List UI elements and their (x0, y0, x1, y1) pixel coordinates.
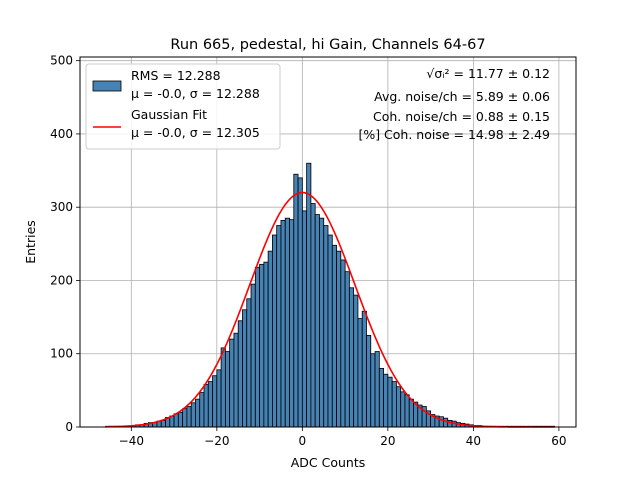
histogram-bar (374, 351, 380, 428)
histogram-bar (280, 219, 286, 428)
histogram-bar (443, 417, 449, 428)
histogram-bar (263, 261, 269, 428)
x-tick-label: 60 (551, 434, 566, 448)
annotations: √σᵢ² = 11.77 ± 0.12 Avg. noise/ch = 5.89… (358, 66, 550, 142)
histogram-bar (438, 416, 444, 428)
x-tick-label: −20 (204, 434, 229, 448)
histogram-bar (378, 367, 384, 428)
histogram-bar (203, 384, 209, 428)
histogram-bar (348, 287, 355, 428)
histogram-bar (310, 203, 316, 428)
x-tick-label: 0 (299, 434, 307, 448)
histogram-bar (267, 250, 273, 428)
histogram-bar (314, 214, 320, 428)
histogram-bar (246, 298, 252, 428)
histogram-bar (319, 217, 325, 428)
histogram-bar (301, 210, 308, 428)
y-tick-label: 0 (65, 420, 73, 434)
histogram-bar (297, 177, 303, 428)
histogram-bar (216, 369, 222, 428)
legend-rms-label: RMS = 12.288 (131, 68, 221, 83)
y-tick-label: 500 (50, 54, 73, 68)
histogram-bar (224, 351, 231, 428)
histogram-bar (233, 332, 239, 428)
y-tick-label: 100 (50, 347, 73, 361)
histogram-bar (387, 376, 393, 428)
y-axis-label: Entries (23, 220, 38, 264)
histogram-bar (336, 250, 342, 428)
axis-ticks: −40 −20 0 20 40 60 0 100 200 300 400 500 (50, 54, 566, 448)
plot-frame (79, 56, 577, 428)
histogram-bar (357, 318, 363, 428)
histogram-bar (173, 413, 179, 428)
histogram-bar (353, 294, 359, 428)
chart-title: Run 665, pedestal, hi Gain, Channels 64-… (170, 37, 485, 53)
histogram-bar (383, 373, 389, 428)
histogram-bar (396, 386, 402, 428)
histogram-bar (186, 406, 192, 428)
annotation-sigma-value: = 11.77 ± 0.12 (450, 66, 550, 81)
histogram-bars (105, 162, 556, 428)
x-tick-label: 20 (380, 434, 395, 448)
histogram-bar (199, 392, 205, 428)
histogram-bar (254, 266, 260, 428)
histogram-bar (306, 162, 312, 428)
histogram-bar (284, 217, 290, 428)
histogram-bar (366, 335, 372, 428)
y-tick-label: 400 (50, 127, 73, 141)
histogram-bar (344, 271, 350, 428)
histogram-bar (242, 309, 248, 428)
histogram-bar (272, 234, 278, 428)
histogram-bar (331, 244, 337, 428)
histogram-bar (190, 402, 196, 428)
histogram-bar (400, 391, 406, 428)
legend-rms-params: μ = -0.0, σ = 12.288 (131, 86, 260, 101)
legend-fit-label: Gaussian Fit (131, 107, 207, 122)
y-tick-label: 200 (50, 273, 73, 287)
histogram-bar (404, 394, 410, 428)
annotation-avg-noise: Avg. noise/ch = 5.89 ± 0.06 (374, 89, 550, 104)
histogram-bar (160, 420, 166, 428)
histogram-bar (212, 375, 218, 428)
annotation-coh-noise: Coh. noise/ch = 0.88 ± 0.15 (373, 109, 550, 124)
histogram-bar (207, 381, 213, 428)
y-tick-label: 300 (50, 200, 73, 214)
gaussian-fit-line (105, 191, 555, 428)
histogram-bar (361, 310, 367, 428)
annotation-sigma-symbol: √σᵢ² (426, 66, 449, 81)
histogram-bar (323, 225, 329, 428)
histogram-bar (289, 219, 295, 428)
legend: RMS = 12.288 μ = -0.0, σ = 12.288 Gaussi… (85, 63, 281, 150)
legend-box (85, 63, 281, 150)
histogram-bar (229, 338, 235, 428)
histogram-bar (327, 234, 333, 428)
legend-rms-patch (92, 80, 122, 92)
x-tick-label: −40 (119, 434, 144, 448)
histogram-bar (370, 353, 376, 428)
histogram-bar (220, 347, 226, 428)
legend-fit-params: μ = -0.0, σ = 12.305 (131, 125, 260, 140)
histogram-bar (408, 398, 414, 428)
x-tick-label: 40 (466, 434, 481, 448)
histogram-bar (182, 408, 188, 428)
histogram-bar (237, 320, 243, 428)
histogram-bar (250, 283, 256, 428)
histogram-bar (276, 225, 282, 428)
histogram-bar (340, 259, 346, 428)
histogram-bar (293, 173, 299, 428)
x-axis-label: ADC Counts (291, 455, 366, 470)
histogram-bar (195, 398, 201, 428)
histogram-bar (391, 381, 397, 428)
annotation-sigma: √σᵢ² = 11.77 ± 0.12 (426, 66, 550, 81)
histogram-bar (259, 263, 265, 428)
annotation-coh-percent: [%] Coh. noise = 14.98 ± 2.49 (358, 127, 550, 142)
histogram-bar (177, 411, 184, 428)
